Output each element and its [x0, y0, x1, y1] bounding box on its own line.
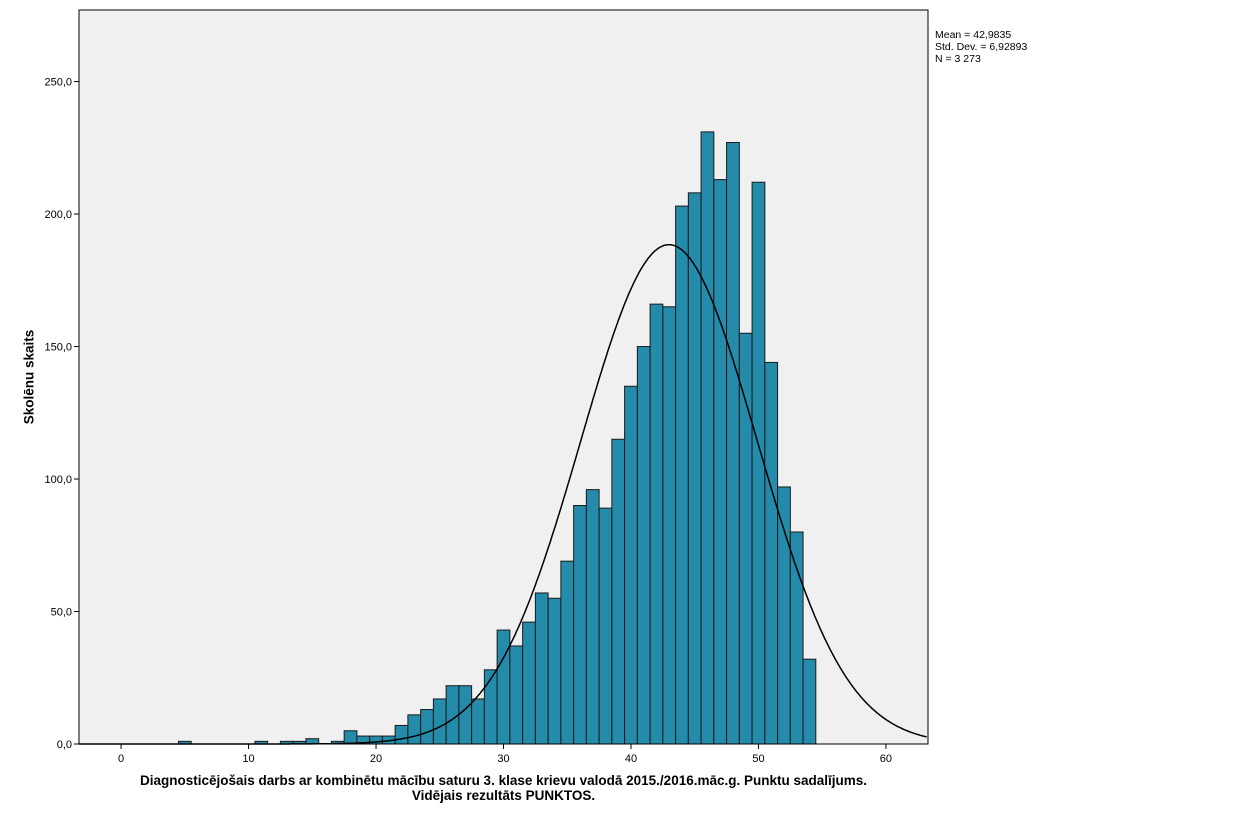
histogram-bar [420, 709, 434, 745]
histogram-bar [560, 560, 575, 745]
histogram-bar [789, 531, 804, 745]
histogram-bar [700, 131, 715, 745]
stats-mean: Mean = 42,9835 [935, 29, 1012, 41]
histogram-bar [573, 505, 587, 745]
y-tick-label: 100,0 [44, 474, 72, 486]
histogram-bar [471, 698, 485, 745]
histogram-bar [726, 141, 740, 745]
y-tick-label: 50,0 [51, 607, 72, 619]
histogram-bar [624, 385, 638, 745]
histogram-bar [407, 714, 422, 745]
stats-box: Mean = 42,9835 Std. Dev. = 6,92893 N = 3… [935, 29, 1027, 65]
histogram-bar [458, 685, 473, 745]
histogram-bar [445, 685, 460, 745]
y-tick-label: 150,0 [44, 342, 72, 354]
x-axis-label: Diagnosticējošais darbs ar kombinētu māc… [79, 773, 928, 803]
x-tick-label: 30 [497, 753, 509, 765]
x-axis-label-line1: Diagnosticējošais darbs ar kombinētu māc… [139, 773, 868, 788]
histogram-bar [534, 592, 549, 745]
histogram-bar [611, 438, 626, 745]
x-tick-label: 60 [880, 753, 892, 765]
histogram-bar [598, 507, 613, 745]
histogram-bar [713, 179, 728, 745]
histogram-bar [738, 332, 753, 745]
y-tick-label: 250,0 [44, 77, 72, 89]
histogram-bar [687, 192, 702, 745]
histogram-bar [432, 698, 447, 745]
histogram-bar [802, 658, 817, 745]
x-tick-label: 10 [242, 753, 254, 765]
histogram-bar [483, 669, 498, 745]
x-tick-label: 20 [370, 753, 382, 765]
histogram-bar [585, 489, 600, 745]
x-tick-label: 40 [625, 753, 637, 765]
histogram-bar [764, 361, 779, 745]
histogram-bar [394, 724, 409, 745]
histogram-bar [649, 303, 664, 745]
histogram-bar [636, 346, 651, 745]
histogram-bar [509, 645, 524, 745]
y-tick-label: 0,0 [57, 739, 72, 751]
stats-sd: Std. Dev. = 6,92893 [935, 41, 1028, 53]
histogram-bar [777, 486, 791, 745]
histogram-bar [522, 621, 536, 745]
histogram-bar [547, 597, 562, 745]
y-axis-label: Skolēnu skaits [21, 329, 37, 425]
x-tick-label: 50 [752, 753, 764, 765]
histogram-bar [675, 205, 689, 745]
x-tick-label: 0 [118, 753, 124, 765]
histogram-bar [343, 730, 358, 745]
histogram-bar [496, 629, 511, 745]
histogram-bar [662, 306, 677, 745]
y-tick-label: 200,0 [44, 209, 72, 221]
histogram-bar [751, 181, 766, 745]
stats-n: N = 3 273 [935, 53, 981, 65]
x-axis-label-line2: Vidējais rezultāts PUNKTOS. [411, 788, 596, 803]
